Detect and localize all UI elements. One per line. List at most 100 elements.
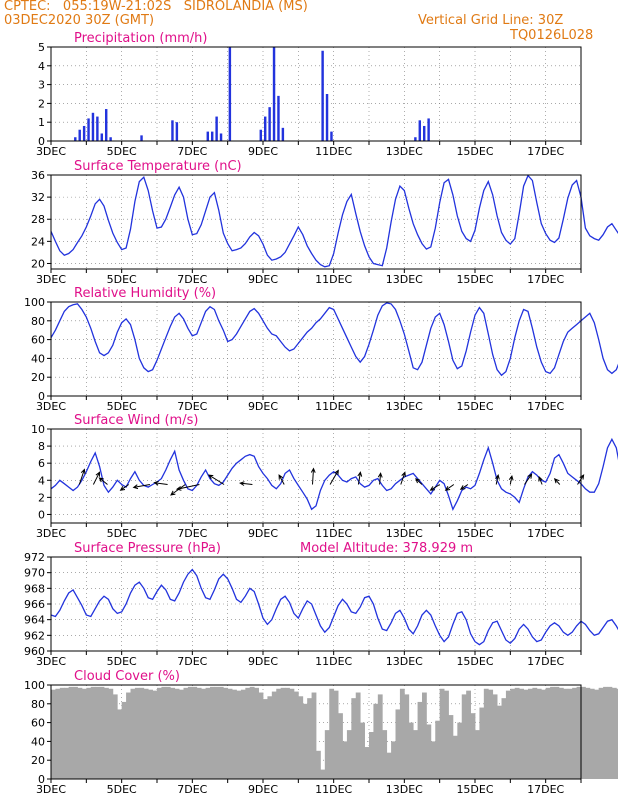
x-tick-label: 9DEC <box>248 655 278 668</box>
bar <box>121 701 127 779</box>
series-line <box>50 174 618 268</box>
x-tick-label: 15DEC <box>456 655 493 668</box>
x-tick-label: 17DEC <box>527 527 564 540</box>
bar <box>395 709 401 779</box>
bar <box>134 687 140 779</box>
bar <box>108 688 114 779</box>
bar <box>501 698 507 779</box>
wind-vector <box>153 480 168 486</box>
y-tick-label: 0 <box>38 390 45 403</box>
y-tick-label: 962 <box>24 629 45 642</box>
wind-vector <box>459 484 469 490</box>
bar <box>68 686 74 779</box>
bar <box>497 705 502 779</box>
bar <box>377 694 383 779</box>
bar <box>585 687 591 779</box>
x-tick-label: 17DEC <box>527 655 564 668</box>
bar <box>418 120 422 141</box>
y-tick-label: 80 <box>31 315 45 328</box>
bar <box>541 689 547 779</box>
x-tick-label: 11DEC <box>315 273 352 286</box>
x-tick-label: 11DEC <box>315 400 352 413</box>
header-location: CPTEC: 055:19W-21:02S SIDROLANDIA (MS) <box>4 0 308 14</box>
bar <box>320 769 326 779</box>
series-line <box>50 437 618 511</box>
bar <box>528 688 533 779</box>
bar <box>152 690 158 779</box>
bar <box>245 687 251 779</box>
bar <box>329 688 335 779</box>
x-tick-label: 15DEC <box>456 527 493 540</box>
bar <box>545 687 551 779</box>
bar <box>86 687 92 779</box>
panel-cloud: 0 20 40 60 80 100 3DEC 5DEC 7DEC 9DEC 11DEC 13DEC 15… <box>24 669 618 796</box>
y-tick-label: 3 <box>38 79 45 92</box>
header-run-date: 03DEC2020 30Z (GMT) <box>4 13 155 28</box>
wind-vector <box>495 473 500 485</box>
y-tick-label: 60 <box>31 717 45 730</box>
bar <box>263 699 268 779</box>
y-tick-label: 28 <box>31 213 45 226</box>
bar <box>289 688 295 779</box>
panel-title: Relative Humidity (%) <box>74 286 216 301</box>
bar <box>523 689 529 779</box>
x-tick-label: 5DEC <box>107 527 137 540</box>
y-tick-label: 972 <box>24 551 45 564</box>
x-tick-label: 13DEC <box>386 273 423 286</box>
panel-title: Surface Wind (m/s) <box>74 413 198 428</box>
bar <box>298 696 304 779</box>
bar <box>140 135 143 141</box>
bar <box>240 689 246 779</box>
x-tick-label: 11DEC <box>315 527 352 540</box>
bar <box>325 94 329 141</box>
bar <box>104 687 109 779</box>
y-tick-label: 0 <box>38 773 45 786</box>
panel-humidity: 0 20 40 60 80 100 3DEC 5DEC 7DEC 9DEC 11DEC 13DEC 15… <box>24 286 618 413</box>
panel-title: Surface Temperature (nC) <box>74 159 242 174</box>
y-tick-label: 4 <box>38 60 45 73</box>
bar <box>532 687 538 779</box>
bar <box>414 137 417 141</box>
y-tick-label: 20 <box>31 257 45 270</box>
x-tick-label: 5DEC <box>107 273 137 286</box>
bar <box>430 741 436 779</box>
bar <box>360 722 365 779</box>
panel-subtitle: Model Altitude: 378.929 m <box>300 541 473 556</box>
bar <box>386 752 392 779</box>
x-tick-label: 3DEC <box>36 273 66 286</box>
bar <box>616 688 618 779</box>
x-tick-label: 13DEC <box>386 527 423 540</box>
series-line <box>50 568 618 646</box>
y-tick-label: 2 <box>38 97 45 110</box>
bar <box>276 688 282 779</box>
x-tick-label: 5DEC <box>107 400 137 413</box>
bar <box>413 730 418 779</box>
x-tick-label: 13DEC <box>386 145 423 158</box>
bar <box>174 688 180 779</box>
panel-wind: 0 2 4 6 8 10 3DEC 5DEC 7DEC 9DEC 11DEC 13DEC 15DEC 17… <box>31 413 618 540</box>
x-tick-label: 13DEC <box>386 783 423 796</box>
bar <box>99 686 105 779</box>
x-tick-label: 17DEC <box>527 145 564 158</box>
bar <box>567 688 573 779</box>
bar <box>104 109 108 141</box>
bar <box>338 713 343 779</box>
bar <box>271 691 277 779</box>
bar <box>157 687 162 779</box>
x-tick-label: 7DEC <box>177 783 207 796</box>
bar <box>470 713 476 779</box>
panel-title: Precipitation (mm/h) <box>74 31 207 46</box>
bar <box>479 707 485 779</box>
x-tick-label: 5DEC <box>107 655 137 668</box>
bar <box>457 722 463 779</box>
bar <box>179 689 184 779</box>
x-tick-label: 15DEC <box>456 783 493 796</box>
bar <box>161 686 167 779</box>
bar <box>249 686 255 779</box>
bar <box>228 47 232 141</box>
bar <box>219 133 223 141</box>
y-tick-label: 20 <box>31 754 45 767</box>
bar <box>563 688 569 779</box>
bar <box>205 687 211 779</box>
bar <box>91 112 95 141</box>
